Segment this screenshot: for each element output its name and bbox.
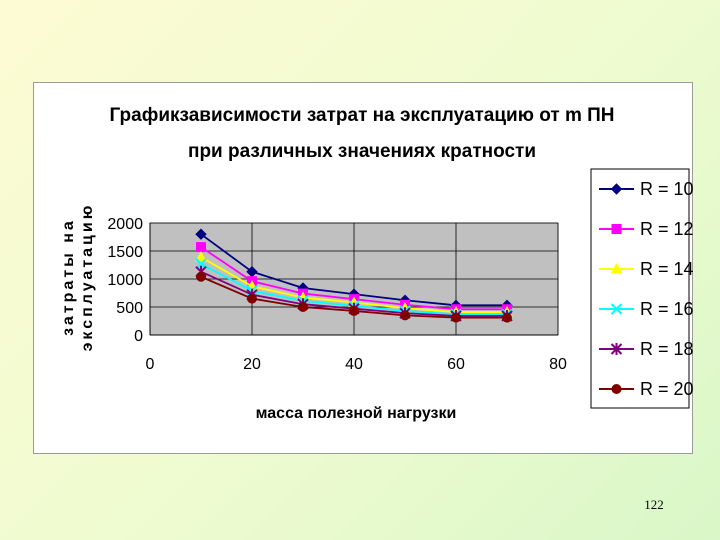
legend-marker (610, 262, 623, 274)
legend-marker (610, 303, 623, 315)
chart-title-line-2: при различных значениях кратности (188, 141, 536, 162)
legend-marker (611, 384, 622, 394)
legend-marker (610, 343, 623, 355)
data-point (451, 312, 461, 323)
legend-marker (611, 224, 622, 234)
legend: R = 10 R = 12 R = 14 R = 16 R = 18 R = 20 (599, 179, 694, 399)
chart-svg: Графикзависимости затрат на эксплуатацию… (60, 105, 694, 422)
data-point (195, 251, 207, 262)
x-tick-label: 60 (447, 356, 465, 373)
x-tick-label: 80 (549, 356, 567, 373)
y-tick-label: 1000 (107, 272, 143, 289)
y-axis-title-line-1: затраты на (60, 218, 77, 336)
legend-label: R = 20 (640, 379, 694, 399)
data-point (247, 293, 257, 304)
legend-label: R = 14 (640, 259, 694, 279)
chart-frame: Графикзависимости затрат на эксплуатацию… (33, 82, 694, 454)
legend-box (590, 168, 690, 409)
y-tick-label: 2000 (107, 216, 143, 233)
x-tick-label: 40 (345, 356, 363, 373)
legend-label: R = 12 (640, 219, 694, 239)
page-number: 122 (644, 497, 664, 512)
legend-label: R = 16 (640, 299, 694, 319)
data-point (502, 312, 512, 323)
data-point (195, 228, 207, 240)
y-tick-label: 500 (116, 300, 143, 317)
data-point (196, 242, 206, 253)
y-tick-label: 0 (134, 328, 143, 345)
x-axis-title: масса полезной нагрузки (256, 405, 457, 422)
legend-label: R = 18 (640, 339, 694, 359)
legend-marker (610, 183, 623, 195)
y-axis-title-line-2: эксплуатацию (79, 203, 96, 352)
data-point (298, 302, 308, 312)
data-point (196, 271, 206, 282)
plot-area: 0 500 1000 1500 2000 0 20 40 60 80 (107, 216, 567, 373)
data-point (400, 310, 410, 321)
legend-label: R = 10 (640, 179, 694, 199)
chart-title-line-1: Графикзависимости затрат на эксплуатацию… (109, 105, 614, 126)
x-tick-label: 20 (243, 356, 261, 373)
y-tick-label: 1500 (107, 244, 143, 261)
x-tick-label: 0 (146, 356, 155, 373)
data-point (349, 305, 359, 316)
